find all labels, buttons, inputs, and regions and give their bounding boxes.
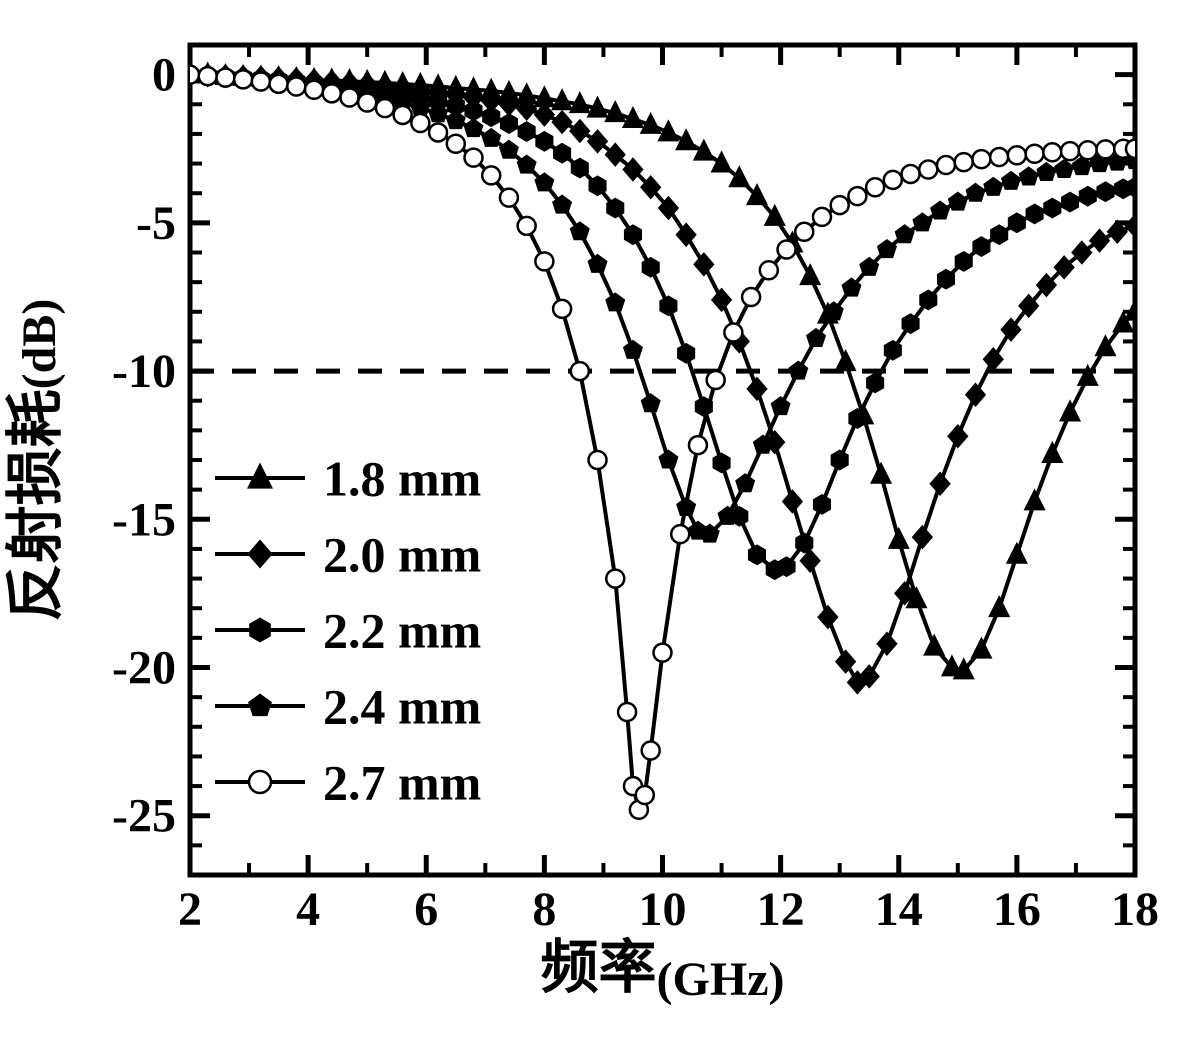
x-tick-label: 12 bbox=[757, 883, 805, 936]
x-tick-label: 6 bbox=[414, 883, 438, 936]
legend-label: 1.8 mm bbox=[323, 451, 481, 507]
y-tick-label: -20 bbox=[112, 642, 176, 695]
x-tick-label: 2 bbox=[178, 883, 202, 936]
y-axis-label: 反射损耗(dB) bbox=[3, 299, 68, 622]
legend-label: 2.4 mm bbox=[323, 679, 481, 735]
x-tick-label: 10 bbox=[639, 883, 687, 936]
reflection-loss-chart: 2 4 6 8 10 12 14 16 18 -25 -20 -15 -10 -5 0 频率(GHz) 反射损耗… bbox=[0, 0, 1181, 1049]
x-tick-label: 4 bbox=[296, 883, 320, 936]
y-tick-label: 0 bbox=[152, 49, 176, 102]
x-tick-label: 18 bbox=[1111, 883, 1159, 936]
x-tick-label: 8 bbox=[532, 883, 556, 936]
x-tick-label: 14 bbox=[875, 883, 923, 936]
x-tick-label: 16 bbox=[993, 883, 1041, 936]
legend-label: 2.2 mm bbox=[323, 603, 481, 659]
y-tick-label: -5 bbox=[136, 197, 176, 250]
legend-label: 2.0 mm bbox=[323, 527, 481, 583]
y-tick-label: -15 bbox=[112, 493, 176, 546]
x-axis-label: 频率(GHz) bbox=[541, 935, 785, 1006]
y-tick-label: -10 bbox=[112, 345, 176, 398]
legend-label: 2.7 mm bbox=[323, 755, 481, 811]
y-tick-label: -25 bbox=[112, 790, 176, 843]
legend: 1.8 mm 2.0 mm 2.2 mm 2.4 mm 2.7 mm bbox=[215, 451, 481, 811]
